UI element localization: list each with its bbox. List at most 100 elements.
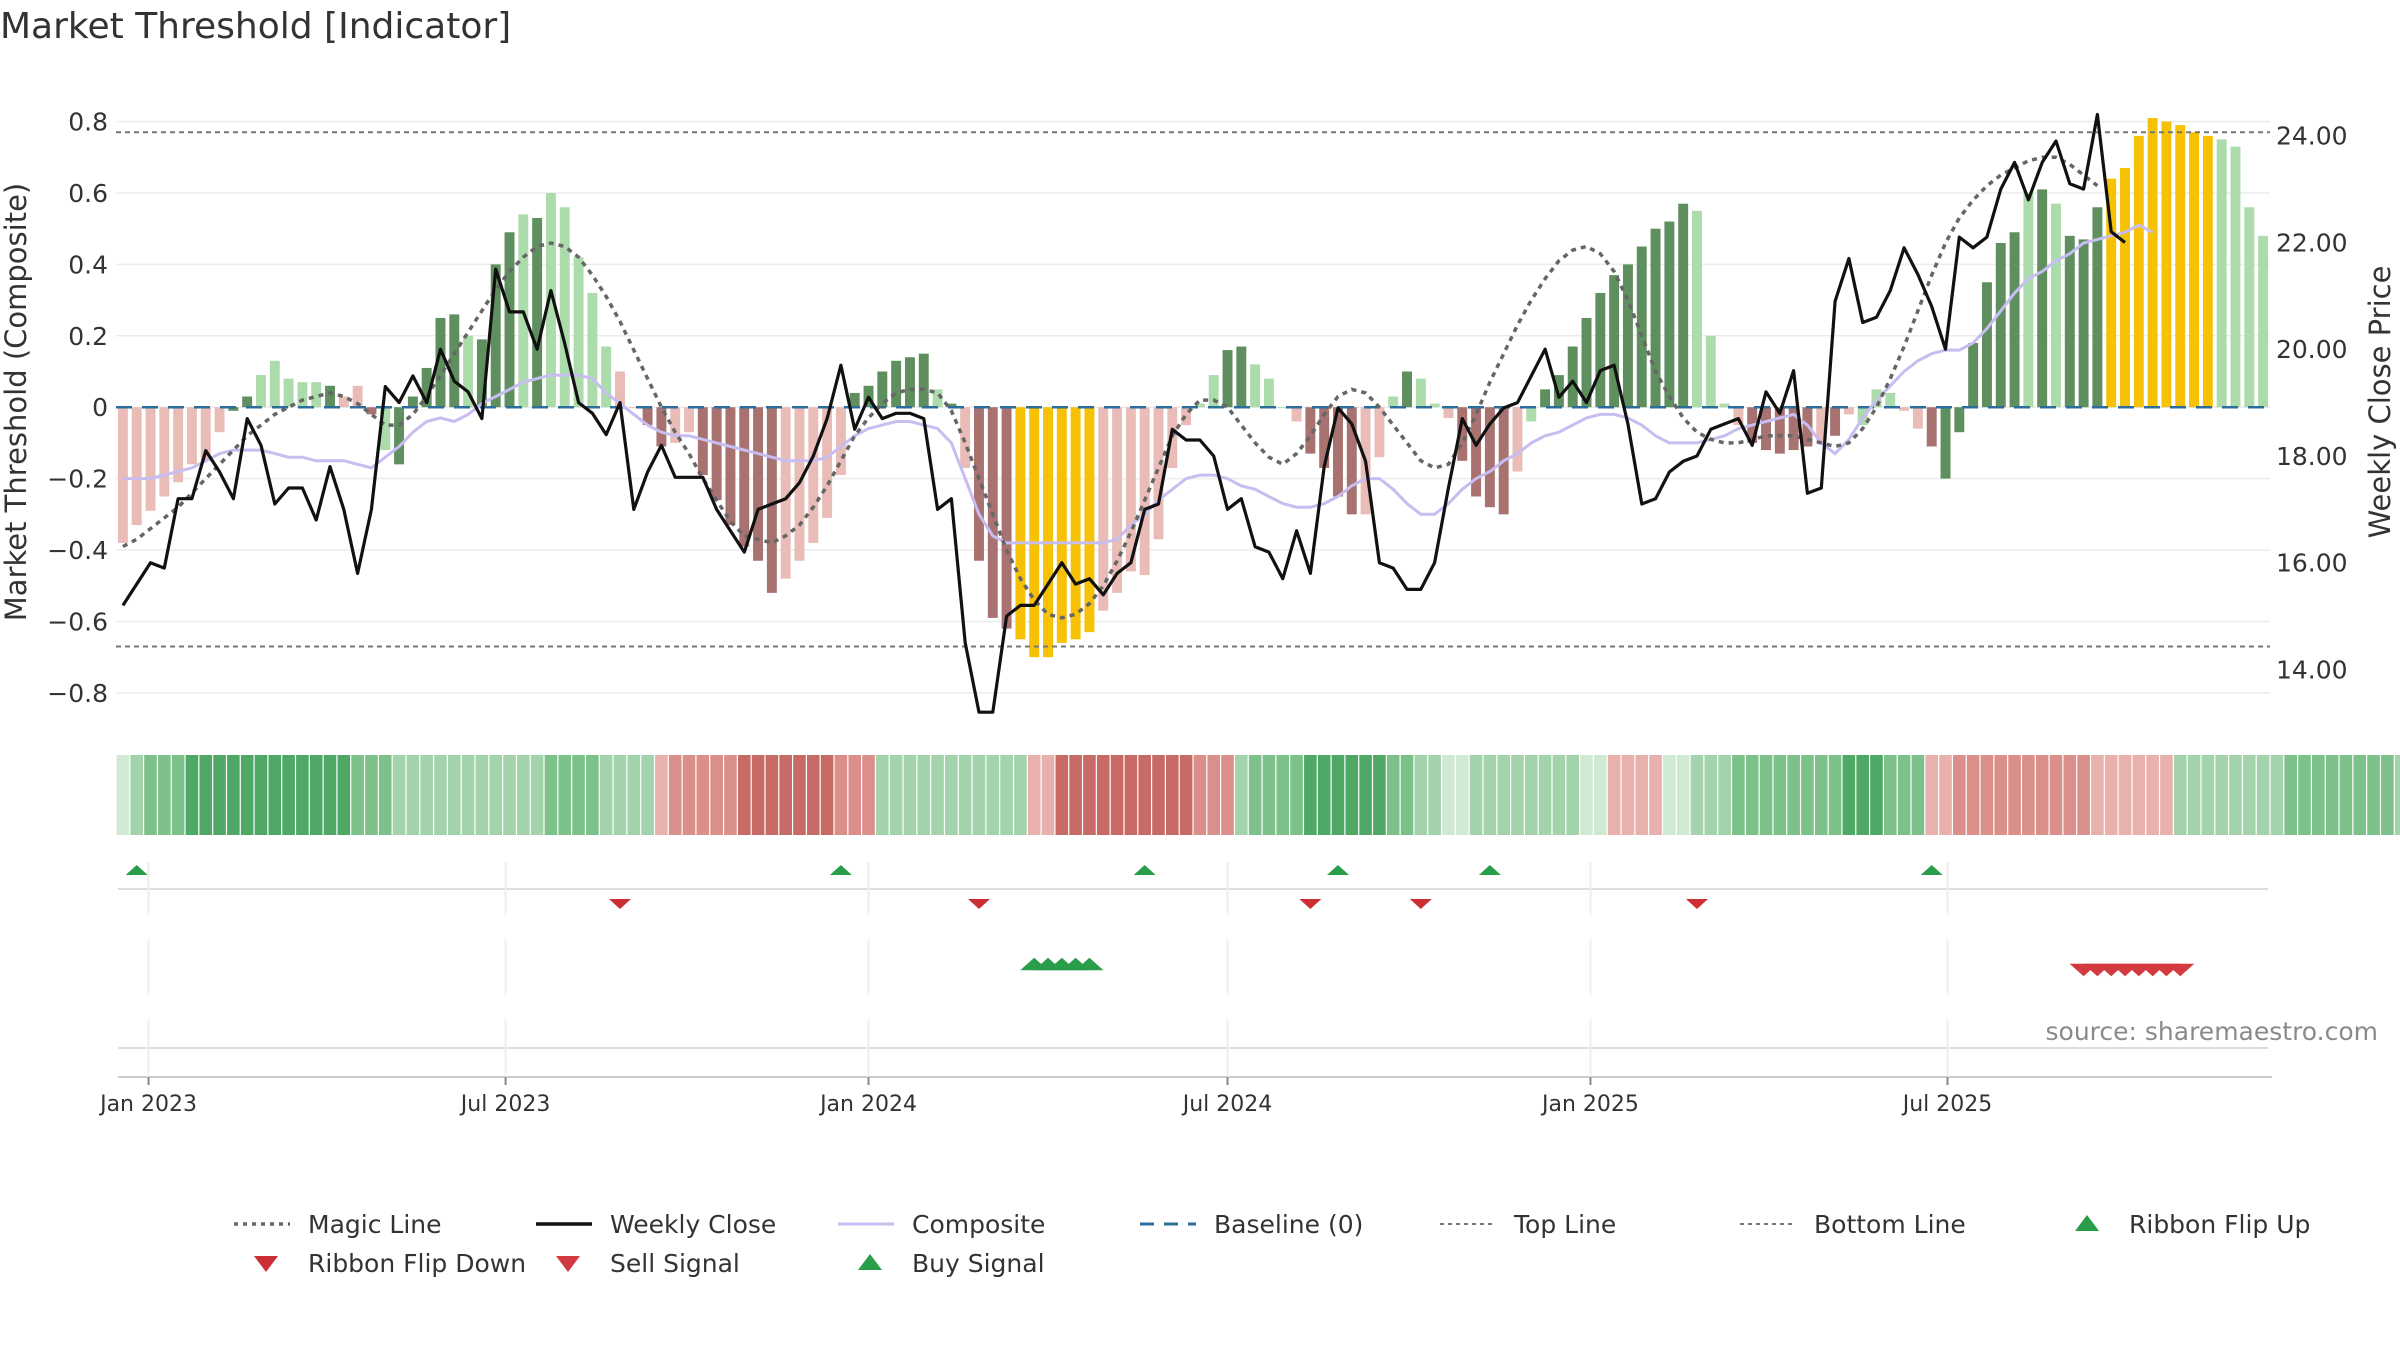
ribbon-cell bbox=[820, 755, 834, 835]
composite-bar bbox=[1484, 407, 1495, 508]
ribbon-cell bbox=[1290, 755, 1303, 835]
composite-bar bbox=[1540, 389, 1551, 408]
ribbon-cell bbox=[1801, 755, 1814, 835]
composite-bar bbox=[1692, 210, 1702, 408]
composite-bar bbox=[628, 407, 639, 409]
y-axis-label: Market Threshold (Composite) bbox=[0, 183, 33, 621]
ribbon-cell bbox=[1027, 755, 1041, 835]
ribbon-cell bbox=[862, 755, 875, 835]
composite-bar bbox=[1774, 407, 1785, 454]
ribbon-cell bbox=[751, 755, 765, 835]
ribbon-flip-up-marker bbox=[1478, 865, 1501, 875]
ribbon-cell bbox=[710, 755, 723, 835]
composite-bar bbox=[325, 385, 335, 408]
ribbon-flip-down-marker bbox=[1685, 899, 1708, 909]
composite-bar bbox=[670, 407, 681, 443]
ribbon-cell bbox=[2394, 755, 2400, 835]
ribbon-cell bbox=[1069, 755, 1082, 835]
ribbon-cell bbox=[2187, 755, 2201, 835]
ribbon-cell bbox=[1428, 755, 1441, 835]
ribbon-cell bbox=[2256, 755, 2270, 835]
composite-bar bbox=[1609, 275, 1620, 408]
composite-bar bbox=[1429, 403, 1440, 408]
ribbon-cell bbox=[2242, 755, 2256, 835]
ribbon-cell bbox=[323, 755, 337, 835]
chart-title: Market Threshold [Indicator] bbox=[0, 6, 511, 47]
ribbon-cell bbox=[2339, 755, 2353, 835]
ribbon-cell bbox=[1842, 755, 1856, 835]
composite-bar bbox=[1443, 407, 1454, 418]
ribbon-cell bbox=[461, 755, 475, 835]
ribbon-cell bbox=[931, 755, 944, 835]
composite-bar bbox=[1001, 407, 1012, 629]
ribbon-cell bbox=[1649, 755, 1662, 835]
ribbon-cell bbox=[2381, 755, 2394, 835]
composite-bar bbox=[2244, 207, 2255, 408]
ribbon-cell bbox=[130, 755, 144, 835]
composite-bar bbox=[684, 407, 694, 433]
y2-tick-label: 24.00 bbox=[2276, 122, 2348, 151]
composite-bar bbox=[131, 407, 142, 526]
composite-bar bbox=[974, 407, 984, 561]
ribbon-cell bbox=[793, 755, 806, 835]
composite-bar bbox=[1194, 403, 1205, 408]
x-tick-label: Jul 2023 bbox=[459, 1092, 551, 1117]
ribbon-cell bbox=[1124, 755, 1138, 835]
composite-bar bbox=[1553, 375, 1564, 408]
composite-bar bbox=[2092, 207, 2103, 408]
ribbon-cell bbox=[406, 755, 420, 835]
ribbon-cell bbox=[1870, 755, 1883, 835]
composite-bar bbox=[407, 396, 418, 408]
ribbon-cell bbox=[1787, 755, 1800, 835]
composite-bar bbox=[1457, 407, 1468, 461]
composite-bar bbox=[490, 264, 501, 408]
composite-bar bbox=[463, 335, 474, 408]
y-tick-label: −0.2 bbox=[47, 465, 108, 494]
composite-bar bbox=[145, 407, 156, 511]
ribbon-cell bbox=[1511, 755, 1524, 835]
composite-bar bbox=[780, 407, 791, 579]
ribbon-cell bbox=[1883, 755, 1897, 835]
composite-bars bbox=[117, 117, 2269, 658]
composite-bar bbox=[1333, 407, 1343, 497]
composite-bar bbox=[1830, 407, 1841, 436]
legend-label: Baseline (0) bbox=[1214, 1210, 1363, 1239]
composite-bar bbox=[711, 407, 722, 501]
composite-bar bbox=[2037, 189, 2048, 408]
ribbon-cell bbox=[2312, 755, 2325, 835]
ribbon-cell bbox=[1083, 755, 1096, 835]
composite-bar bbox=[642, 407, 653, 426]
y2-axis-label: Weekly Close Price bbox=[2363, 266, 2397, 539]
composite-bar bbox=[545, 192, 556, 408]
composite-bar bbox=[1374, 407, 1385, 458]
composite-bar bbox=[1236, 346, 1247, 408]
composite-bar bbox=[1471, 407, 1482, 497]
composite-bar bbox=[1015, 407, 1026, 640]
composite-bar bbox=[2009, 232, 2020, 408]
ribbon-cell bbox=[682, 755, 696, 835]
ribbon-cell bbox=[876, 755, 889, 835]
composite-bar bbox=[904, 357, 915, 408]
composite-bar bbox=[1098, 407, 1109, 611]
composite-bar bbox=[2202, 135, 2213, 408]
ribbon-cell bbox=[337, 755, 351, 835]
ribbon-cell bbox=[2035, 755, 2049, 835]
ribbon-cell bbox=[958, 755, 972, 835]
triangle-down-icon bbox=[254, 1256, 278, 1272]
ribbon-cell bbox=[627, 755, 641, 835]
ribbon-cell bbox=[309, 755, 323, 835]
composite-bar bbox=[1968, 342, 1979, 408]
ribbon-cell bbox=[1566, 755, 1580, 835]
composite-bar bbox=[1526, 407, 1537, 422]
composite-bar bbox=[2230, 146, 2241, 408]
composite-bar bbox=[1291, 407, 1302, 422]
ribbon-cell bbox=[1373, 755, 1386, 835]
ribbon-cell bbox=[2146, 755, 2159, 835]
composite-bar bbox=[2078, 239, 2089, 408]
ribbon-flip-down-marker bbox=[967, 899, 990, 909]
ribbon-cell bbox=[1179, 755, 1193, 835]
y-tick-label: 0 bbox=[92, 393, 108, 422]
composite-bar bbox=[2147, 117, 2158, 408]
ribbon-cell bbox=[1538, 755, 1552, 835]
composite-bar bbox=[1388, 396, 1399, 408]
